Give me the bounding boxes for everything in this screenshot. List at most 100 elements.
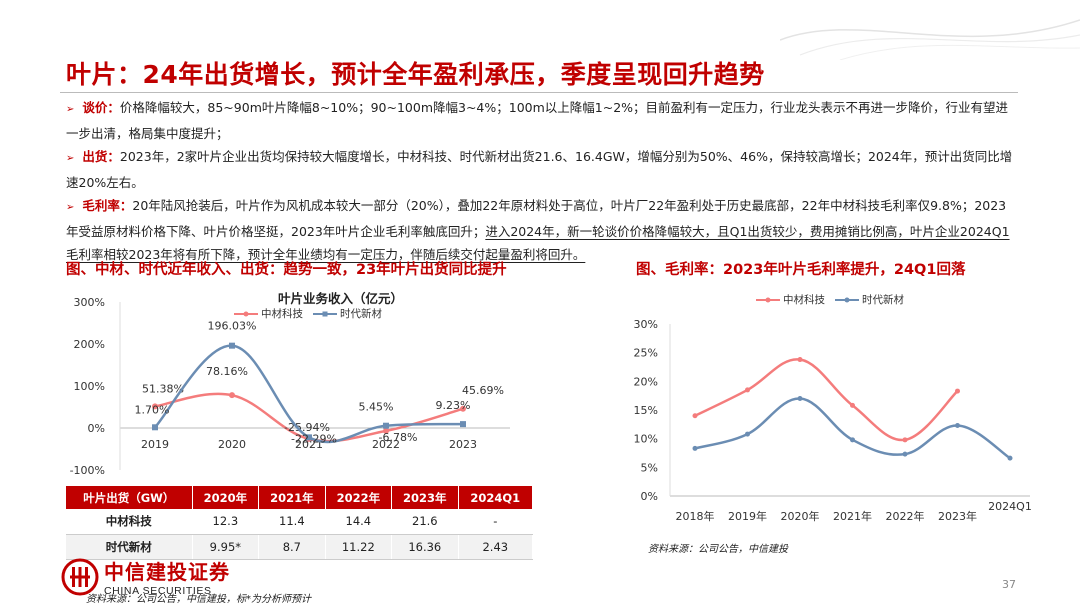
- x-tick-label: 2019年: [728, 509, 767, 523]
- data-point: [460, 405, 466, 412]
- legend-label: 时代新材: [862, 294, 904, 306]
- data-point: [152, 403, 158, 410]
- table-header-cell: 2022年: [325, 486, 393, 509]
- data-point: [955, 422, 960, 428]
- table-header-cell: 2023年: [391, 486, 459, 509]
- page-title: 叶片：24年出货增长，预计全年盈利承压，季度呈现回升趋势: [66, 60, 765, 89]
- x-tick-label: 2022年: [886, 509, 925, 523]
- data-point: [383, 427, 389, 434]
- x-tick-label: 2023: [449, 438, 477, 451]
- legend-label: 中材科技: [261, 308, 303, 320]
- table-cell: 14.4: [325, 509, 393, 535]
- x-tick-label: 2020年: [781, 509, 820, 523]
- legend-label: 时代新材: [340, 308, 382, 320]
- table-row: 中材科技 12.3 11.4 14.4 21.6 -: [66, 509, 534, 535]
- y-tick-label: 300%: [74, 296, 105, 309]
- table-cell: 11.22: [325, 534, 393, 560]
- legend-item: 中材科技: [756, 292, 825, 307]
- data-point: [460, 421, 466, 428]
- table-header-cell: 2021年: [258, 486, 326, 509]
- table-header-cell: 叶片出货（GW）: [66, 486, 193, 509]
- table-cell: 11.4: [258, 509, 326, 535]
- x-tick-label: 2023年: [938, 509, 977, 523]
- data-point: [902, 451, 908, 457]
- logo-cn-name: 中信建投证券: [104, 560, 230, 584]
- bullet-shipment: ➢ 出货：2023年，2家叶片企业出货均保持较大幅度增长，中材科技、时代新材出货2…: [66, 145, 1016, 194]
- y-tick-label: 0%: [88, 422, 105, 435]
- table-cell: 16.36: [391, 534, 459, 560]
- y-tick-label: 5%: [641, 461, 658, 474]
- bullet-text: 20年陆风抢装后，叶片作为风机成本较大一部分（20%），叠加22年原材料处于高位…: [66, 198, 1007, 239]
- data-point: [229, 392, 235, 399]
- chart-right-legend: 中材科技 时代新材: [756, 292, 904, 307]
- data-point: [692, 445, 698, 451]
- data-point: [955, 388, 960, 394]
- table-cell: 2.43: [458, 534, 534, 560]
- y-tick-label: 20%: [634, 375, 658, 388]
- shipment-table: 叶片出货（GW） 2020年 2021年 2022年 2023年 2024Q1 …: [66, 486, 534, 560]
- company-logo: 中信建投证券 CHINA SECURITIES: [60, 556, 230, 597]
- bullet-price: ➢ 谈价：价格降幅较大，85~90m叶片降幅8~10%；90~100m降幅3~4%…: [66, 96, 1016, 145]
- data-label: 5.45%: [359, 401, 394, 414]
- data-point: [745, 431, 750, 437]
- legend-label: 中材科技: [783, 294, 825, 306]
- table-cell: -: [458, 509, 534, 535]
- y-tick-label: 30%: [634, 318, 658, 331]
- bullet-underlined-text: 进入2024年，新一轮谈价价格降幅较大，且Q1出货较少，费用摊销比例高，叶片企业…: [66, 223, 1010, 263]
- x-tick-label: 2020: [218, 438, 246, 451]
- y-tick-label: 15%: [634, 404, 658, 417]
- arrow-bullet-icon: ➢: [66, 104, 75, 115]
- data-label: 51.38%: [142, 382, 184, 395]
- bullet-key: 出货：: [82, 149, 120, 164]
- table-header-cell: 2020年: [192, 486, 260, 509]
- table-cell: 12.3: [192, 509, 260, 535]
- y-tick-label: -100%: [70, 464, 105, 477]
- y-tick-label: 25%: [634, 347, 658, 360]
- y-tick-label: 100%: [74, 380, 105, 393]
- chart-left: 300%200%100%0%-100%2019 2020 2021 2022 20235…: [70, 296, 510, 477]
- x-tick-label: 2024Q1: [988, 500, 1032, 513]
- logo-en-name: CHINA SECURITIES: [104, 585, 212, 597]
- data-point: [745, 387, 750, 393]
- body-text: ➢ 谈价：价格降幅较大，85~90m叶片降幅8~10%；90~100m降幅3~4%…: [66, 96, 1016, 267]
- data-point: [692, 413, 698, 419]
- y-tick-label: 0%: [641, 490, 658, 503]
- data-label: -22.29%: [291, 432, 337, 445]
- data-point: [306, 434, 312, 441]
- bullet-key: 谈价：: [82, 100, 120, 115]
- data-point: [1007, 455, 1013, 461]
- arrow-bullet-icon: ➢: [66, 202, 75, 213]
- arrow-bullet-icon: ➢: [66, 153, 75, 164]
- bullet-text: 2023年，2家叶片企业出货均保持较大幅度增长，中材科技、时代新材出货21.6、…: [66, 149, 1013, 190]
- data-point: [383, 422, 389, 429]
- data-point: [850, 402, 855, 408]
- table-header-cell: 2024Q1: [458, 486, 534, 509]
- data-label: 9.23%: [436, 399, 471, 412]
- legend-item: 时代新材: [835, 292, 904, 307]
- data-label: 196.03%: [208, 320, 257, 333]
- legend-item: 时代新材: [313, 306, 382, 321]
- source-note-right: 资料来源：公司公告，中信建投: [648, 544, 788, 555]
- chart-left-title: 叶片业务收入（亿元）: [278, 291, 404, 306]
- bullet-margin: ➢ 毛利率：20年陆风抢装后，叶片作为风机成本较大一部分（20%），叠加22年原材…: [66, 194, 1016, 267]
- table-row-header: 时代新材: [66, 534, 193, 560]
- data-point: [229, 342, 235, 349]
- decorative-swoosh: [780, 19, 1080, 60]
- figure-right-title: 图、毛利率：2023年叶片毛利率提升，24Q1回落: [636, 262, 966, 278]
- data-label: 78.16%: [206, 365, 248, 378]
- series-line: [694, 358, 959, 442]
- x-tick-label: 2021年: [833, 509, 872, 523]
- citic-logo-icon: [61, 558, 99, 595]
- series-line: [154, 344, 464, 444]
- data-label: 1.70%: [135, 403, 170, 416]
- page-number: 37: [1002, 578, 1016, 591]
- data-point: [152, 424, 158, 431]
- figure-left-title: 图、中材、时代近年收入、出货：趋势一致，23年叶片出货同比提升: [66, 262, 507, 278]
- source-note-left: 资料来源：公司公告，中信建投，标*为分析师预计: [86, 594, 311, 605]
- x-tick-label: 2019: [141, 438, 169, 451]
- data-label: 45.69%: [462, 384, 504, 397]
- data-point: [850, 437, 855, 443]
- data-point: [902, 437, 908, 443]
- x-tick-label: 2022: [372, 438, 400, 451]
- table-row-header: 中材科技: [66, 509, 193, 535]
